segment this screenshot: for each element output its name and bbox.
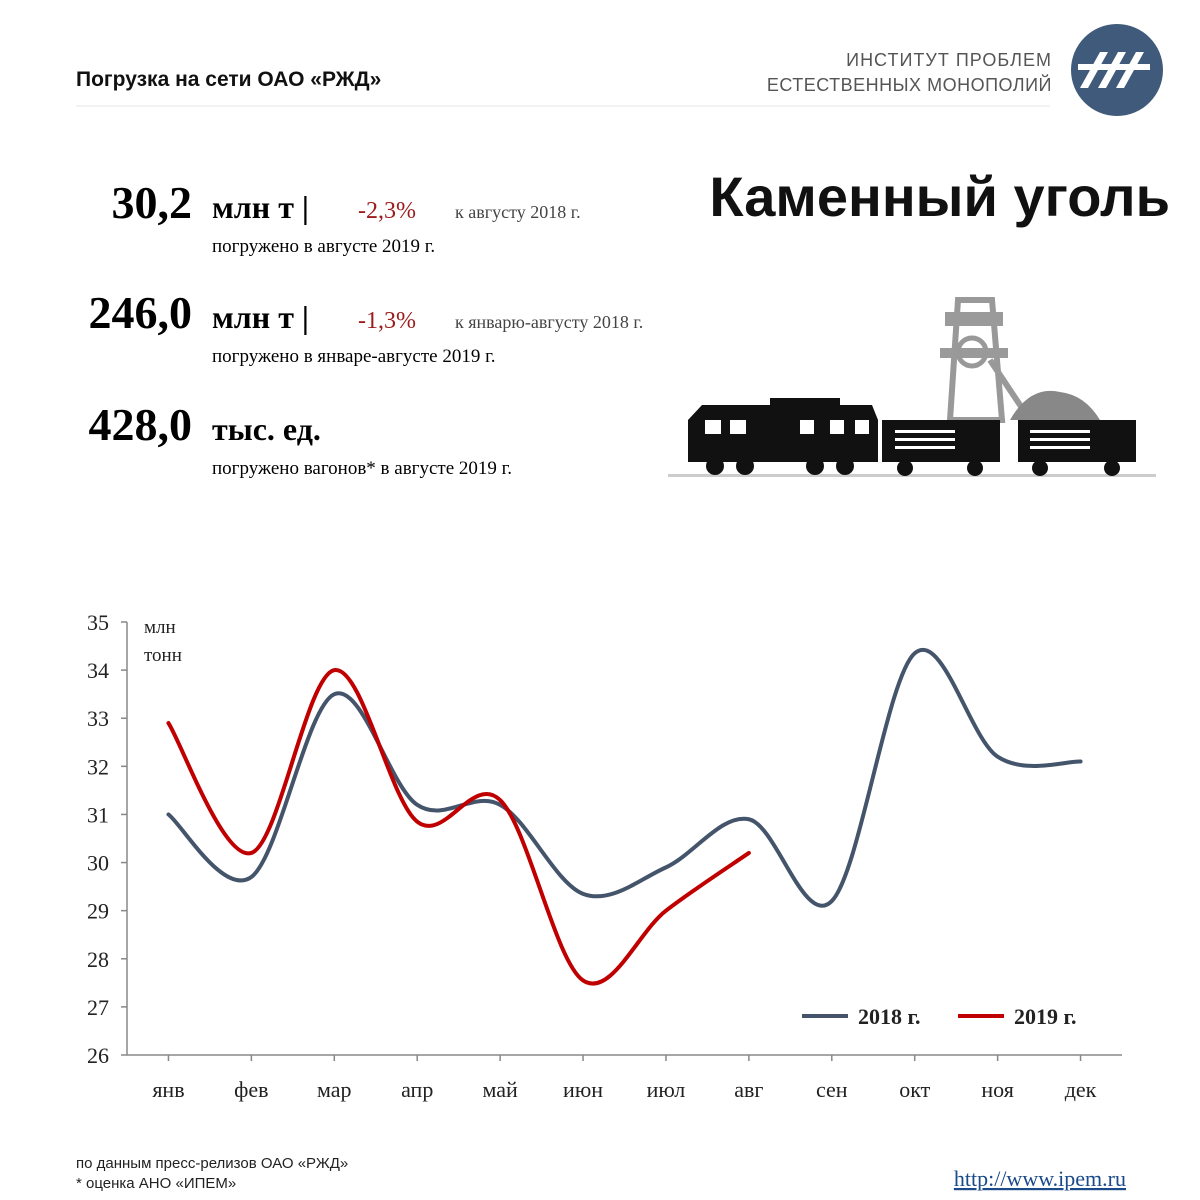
x-tick-label: янв [152, 1077, 184, 1102]
x-tick-label: фев [234, 1077, 268, 1102]
legend-label: 2019 г. [1014, 1004, 1077, 1029]
y-axis-label: тонн [144, 645, 182, 666]
y-tick-label: 34 [87, 658, 109, 683]
x-tick-label: июн [563, 1077, 603, 1102]
stat-note: погружено вагонов* в августе 2019 г. [212, 458, 512, 479]
logo [1071, 24, 1163, 116]
footer-note: * оценка АНО «ИПЕМ» [76, 1175, 236, 1192]
x-tick-label: дек [1065, 1077, 1097, 1102]
x-tick-label: окт [899, 1077, 930, 1102]
stat-change: -1,3% [358, 308, 416, 334]
stat-note: погружено в январе-августе 2019 г. [212, 346, 496, 367]
y-tick-label: 27 [87, 995, 109, 1020]
y-tick-label: 35 [87, 610, 109, 635]
x-tick-label: авг [734, 1077, 763, 1102]
footer-note: по данным пресс-релизов ОАО «РЖД» [76, 1155, 348, 1172]
x-tick-label: июл [647, 1077, 686, 1102]
y-axis-label: млн [144, 617, 176, 638]
series-line [166, 668, 751, 986]
y-tick-label: 31 [87, 802, 109, 827]
train-illustration [668, 297, 1156, 477]
stat-unit: млн т | [212, 189, 309, 225]
stat-note: погружено в августе 2019 г. [212, 236, 435, 257]
x-tick-label: май [482, 1077, 518, 1102]
stat-value: 428,0 [89, 399, 193, 450]
series-line [166, 648, 1083, 908]
stat-comparison: к августу 2018 г. [455, 202, 581, 222]
x-tick-label: мар [317, 1077, 352, 1102]
header-title: Погрузка на сети ОАО «РЖД» [76, 68, 381, 91]
y-tick-label: 30 [87, 851, 109, 876]
x-tick-label: сен [816, 1077, 848, 1102]
x-tick-label: ноя [981, 1077, 1013, 1102]
stat-unit: тыс. ед. [212, 411, 321, 447]
stat-value: 246,0 [89, 287, 193, 338]
y-tick-label: 33 [87, 706, 109, 731]
stat-unit: млн т | [212, 299, 309, 335]
legend-label: 2018 г. [858, 1004, 921, 1029]
stat-value: 30,2 [112, 177, 193, 228]
y-tick-label: 29 [87, 899, 109, 924]
y-tick-label: 32 [87, 754, 109, 779]
x-tick-label: апр [401, 1077, 433, 1102]
y-tick-label: 26 [87, 1043, 109, 1068]
cargo-title: Каменный уголь [709, 165, 1170, 228]
stat-comparison: к январю-августу 2018 г. [455, 312, 643, 332]
y-tick-label: 28 [87, 947, 109, 972]
stat: 30,2 млн т | -2,3% к августу 2018 г. пог… [89, 177, 644, 479]
stat-change: -2,3% [358, 198, 416, 224]
institute-line: ЕСТЕСТВЕННЫХ МОНОПОЛИЙ [767, 74, 1052, 95]
institute-line: ИНСТИТУТ ПРОБЛЕМ [846, 50, 1052, 70]
chart: 26 27 28 29 30 31 32 33 34 35 млн тонн янв фев мар апр м… [87, 610, 1122, 1102]
footer-url[interactable]: http://www.ipem.ru [954, 1166, 1126, 1191]
